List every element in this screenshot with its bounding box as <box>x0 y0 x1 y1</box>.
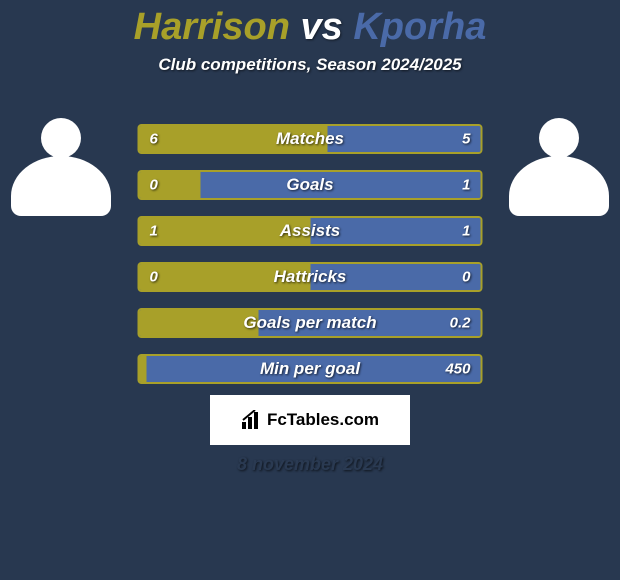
page-title: Harrison vs Kporha <box>0 0 620 49</box>
stat-bar: 0Goals1 <box>138 170 483 200</box>
logo-text: FcTables.com <box>267 410 379 430</box>
bar-label: Matches <box>140 129 481 149</box>
comparison-bars: 6Matches50Goals11Assists10Hattricks0Goal… <box>138 124 483 400</box>
bar-value-right: 5 <box>462 131 470 148</box>
bar-label: Hattricks <box>140 267 481 287</box>
player1-name: Harrison <box>134 6 290 48</box>
stat-bar: 0Hattricks0 <box>138 262 483 292</box>
bar-value-right: 1 <box>462 223 470 240</box>
logo-box: FcTables.com <box>210 395 410 445</box>
player1-silhouette-icon <box>6 118 116 248</box>
player2-name: Kporha <box>353 6 486 48</box>
bar-value-right: 1 <box>462 177 470 194</box>
bar-label: Goals per match <box>140 313 481 333</box>
bar-label: Min per goal <box>140 359 481 379</box>
bar-label: Goals <box>140 175 481 195</box>
stat-bar: 1Assists1 <box>138 216 483 246</box>
comparison-infographic: Harrison vs Kporha Club competitions, Se… <box>0 0 620 580</box>
stat-bar: Min per goal450 <box>138 354 483 384</box>
subtitle: Club competitions, Season 2024/2025 <box>0 55 620 75</box>
bar-value-right: 0 <box>462 269 470 286</box>
vs-text: vs <box>301 6 343 48</box>
stat-bar: Goals per match0.2 <box>138 308 483 338</box>
stats-icon <box>241 410 261 430</box>
date-text: 8 november 2024 <box>0 454 620 475</box>
player2-silhouette-icon <box>504 118 614 248</box>
bar-value-right: 0.2 <box>450 315 471 332</box>
bar-value-right: 450 <box>445 361 470 378</box>
bar-label: Assists <box>140 221 481 241</box>
stat-bar: 6Matches5 <box>138 124 483 154</box>
